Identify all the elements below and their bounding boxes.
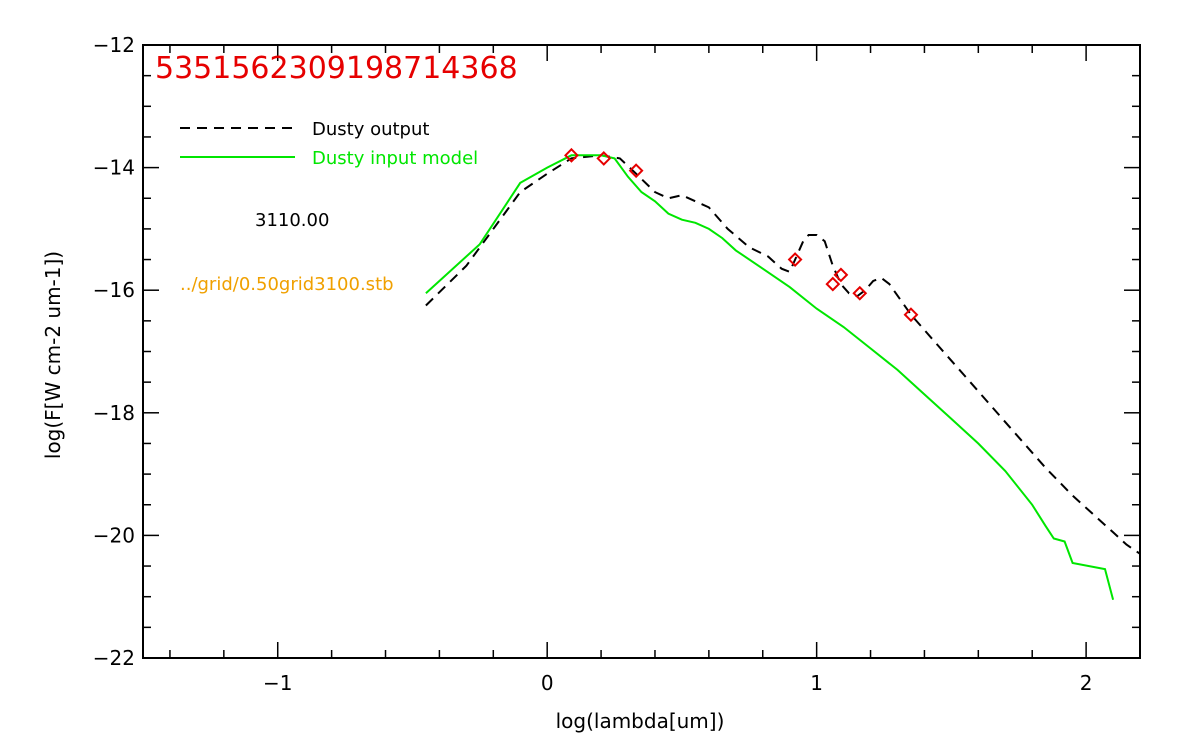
data-point-marker <box>564 147 579 163</box>
annotation-grid-file: ../grid/0.50grid3100.stb <box>180 274 394 295</box>
chart-text: 5351562309198714368 log(lambda[um]) log(… <box>41 51 724 733</box>
x-tick-label: 0 <box>541 671 554 695</box>
plot-series <box>425 147 1141 601</box>
data-point-marker <box>825 276 841 292</box>
series-dusty-output-line <box>425 154 1141 555</box>
data-point-marker <box>787 252 803 267</box>
x-tick-label: 1 <box>810 671 823 695</box>
y-tick-label: −14 <box>93 156 135 180</box>
y-tick-label: −22 <box>93 646 135 670</box>
data-point-marker <box>852 285 868 301</box>
data-point-marker <box>903 307 919 323</box>
y-axis-label: log(F[W cm-2 um-1]) <box>41 251 65 459</box>
y-tick-label: −20 <box>93 523 135 547</box>
x-tick-label: −1 <box>263 671 292 695</box>
legend-label-dusty-input-model: Dusty input model <box>312 148 478 169</box>
legend-label-dusty-output: Dusty output <box>312 119 429 140</box>
plot-frame <box>142 44 1141 659</box>
annotation-temperature: 3110.00 <box>255 210 329 231</box>
series-dusty-input-model-line <box>425 154 1115 601</box>
y-tick-label: −18 <box>93 401 135 425</box>
data-point-marker <box>628 163 644 179</box>
x-tick-label: 2 <box>1080 671 1093 695</box>
data-point-marker <box>596 150 612 166</box>
y-tick-label: −12 <box>93 33 135 57</box>
chart-title: 5351562309198714368 <box>155 51 518 86</box>
axes: −1 0 1 2 −22 −20 −18 −16 −14 −12 <box>93 33 1141 695</box>
x-axis-label: log(lambda[um]) <box>556 709 725 733</box>
y-tick-label: −16 <box>93 278 135 302</box>
data-point-marker <box>833 267 849 283</box>
